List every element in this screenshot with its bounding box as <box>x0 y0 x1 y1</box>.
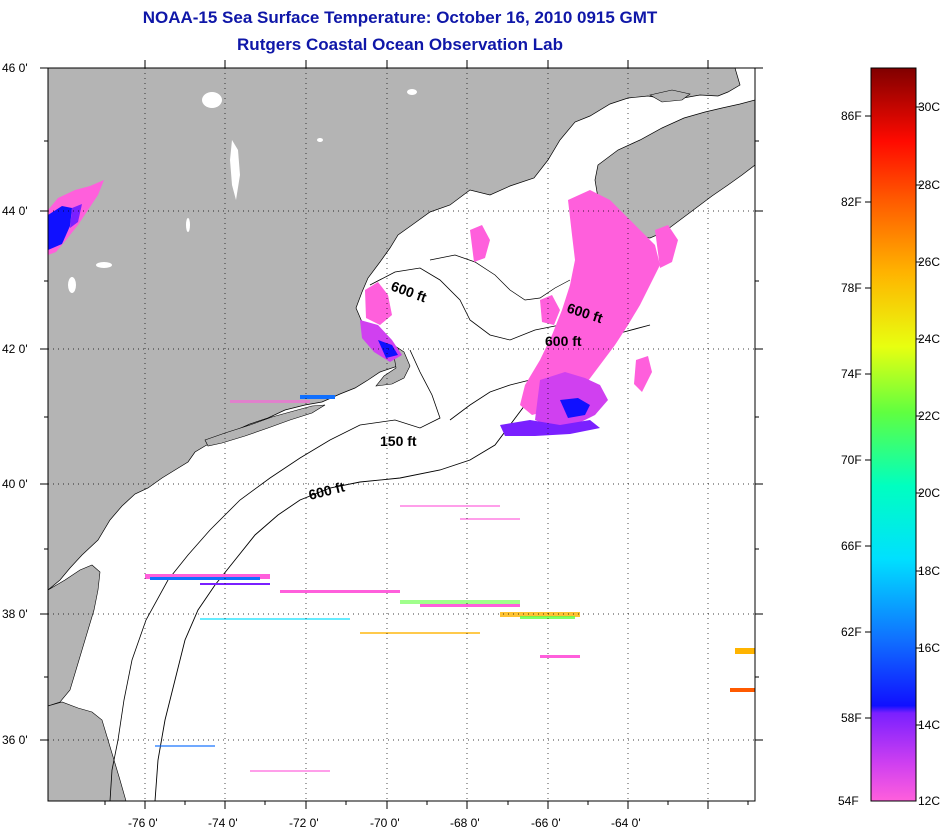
sst-swath-streaks <box>145 395 755 772</box>
lat-label-42: 42 0' <box>2 342 28 356</box>
sst-lake-ontario-mid <box>70 204 82 228</box>
lon-label-72: -72 0' <box>289 816 319 830</box>
colorbar-label-24c: 24C <box>918 332 941 346</box>
contour-150ft <box>109 349 441 801</box>
contour-label-150ft: 150 ft <box>380 433 417 449</box>
lat-label-40: 40 0' <box>2 477 28 491</box>
lat-label-38: 38 0' <box>2 607 28 621</box>
colorbar-label-70f: 70F <box>841 453 862 467</box>
contour-label-600ft-ne: 600 ft <box>545 333 582 349</box>
lat-label-46: 46 0' <box>2 61 28 75</box>
colorbar-label-82f: 82F <box>841 195 862 209</box>
lake-2 <box>407 89 417 95</box>
colorbar-label-20c: 20C <box>918 486 941 500</box>
lon-label-76: -76 0' <box>128 816 158 830</box>
lon-label-70: -70 0' <box>370 816 400 830</box>
lake-5 <box>68 277 76 293</box>
sst-lake-ontario-cold <box>48 206 72 250</box>
sst-gulf-of-maine <box>360 190 678 436</box>
land-pei <box>649 89 691 103</box>
colorbar-label-18c: 18C <box>918 564 941 578</box>
colorbar-ticks <box>865 106 922 726</box>
colorbar-label-16c: 16C <box>918 641 941 655</box>
land-long-island <box>204 404 326 447</box>
colorbar-label-12c: 12C <box>918 794 941 808</box>
map-title: NOAA-15 Sea Surface Temperature: October… <box>142 8 658 27</box>
lat-label-44: 44 0' <box>2 204 28 218</box>
colorbar-label-26c: 26C <box>918 255 941 269</box>
map-frame <box>47 67 756 802</box>
lake-4 <box>96 262 112 268</box>
lake-champlain <box>230 140 240 200</box>
colorbar-label-54f: 54F <box>838 794 859 808</box>
colorbar-label-58f: 58F <box>841 711 862 725</box>
lon-label-74: -74 0' <box>208 816 238 830</box>
contour-gulf-inner <box>429 254 571 301</box>
land-delmarva <box>48 564 101 707</box>
graticule-grid <box>48 68 755 801</box>
axis-ticks <box>40 60 763 809</box>
colorbar-label-86f: 86F <box>841 109 862 123</box>
colorbar-label-28c: 28C <box>918 178 941 192</box>
lon-label-66: -66 0' <box>531 816 561 830</box>
temperature-colorbar <box>870 67 917 802</box>
colorbar-label-66f: 66F <box>841 539 862 553</box>
lake-6 <box>186 218 190 232</box>
lat-label-36: 36 0' <box>2 733 28 747</box>
colorbar-label-22c: 22C <box>918 409 941 423</box>
lon-label-68: -68 0' <box>450 816 480 830</box>
colorbar-label-62f: 62F <box>841 625 862 639</box>
lon-label-64: -64 0' <box>611 816 641 830</box>
colorbar-label-78f: 78F <box>841 281 862 295</box>
lake-3 <box>317 138 323 142</box>
colorbar-label-30c: 30C <box>918 100 941 114</box>
colorbar-label-14c: 14C <box>918 718 941 732</box>
map-subtitle: Rutgers Coastal Ocean Observation Lab <box>237 35 563 54</box>
colorbar-label-74f: 74F <box>841 367 862 381</box>
lake-1 <box>202 92 222 108</box>
